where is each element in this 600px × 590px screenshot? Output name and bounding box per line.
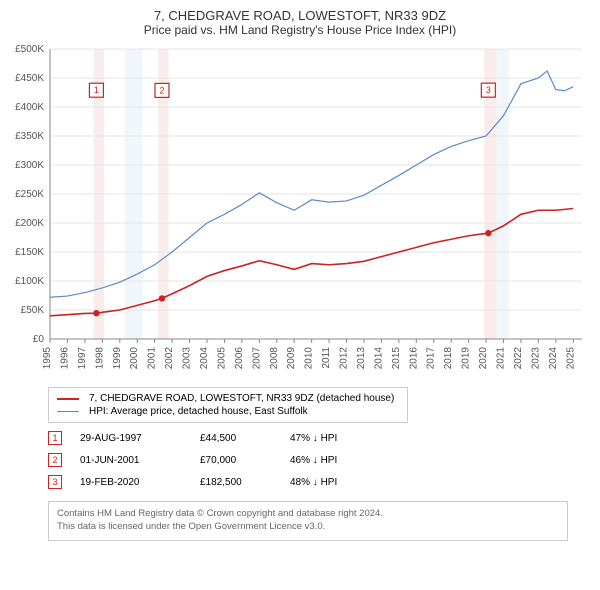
svg-text:1999: 1999 <box>112 347 123 370</box>
svg-text:2008: 2008 <box>269 347 280 370</box>
svg-text:2006: 2006 <box>234 347 245 370</box>
event-delta: 47% ↓ HPI <box>290 433 337 444</box>
event-price: £44,500 <box>200 433 290 444</box>
svg-text:2007: 2007 <box>251 347 262 370</box>
events-table: 1 29-AUG-1997£44,50047% ↓ HPI 2 01-JUN-2001… <box>48 427 592 493</box>
svg-text:2024: 2024 <box>548 347 559 370</box>
svg-text:2019: 2019 <box>461 347 472 370</box>
svg-text:£150K: £150K <box>15 247 44 258</box>
svg-text:2002: 2002 <box>164 347 175 370</box>
footer-line-2: This data is licensed under the Open Gov… <box>57 521 559 534</box>
svg-text:2020: 2020 <box>478 347 489 370</box>
event-marker: 1 <box>48 431 62 445</box>
footer-line-1: Contains HM Land Registry data © Crown c… <box>57 508 559 521</box>
legend-item: 7, CHEDGRAVE ROAD, LOWESTOFT, NR33 9DZ (… <box>57 392 399 405</box>
event-date: 01-JUN-2001 <box>80 455 200 466</box>
legend-item: HPI: Average price, detached house, East… <box>57 405 399 418</box>
svg-text:2011: 2011 <box>321 347 332 369</box>
legend-label: 7, CHEDGRAVE ROAD, LOWESTOFT, NR33 9DZ (… <box>89 393 394 404</box>
event-delta: 46% ↓ HPI <box>290 455 337 466</box>
svg-text:2012: 2012 <box>339 347 350 370</box>
event-marker: 3 <box>48 475 62 489</box>
legend-swatch <box>57 398 79 400</box>
svg-text:£250K: £250K <box>15 189 44 200</box>
svg-text:2025: 2025 <box>565 347 576 370</box>
price-chart: £0 £50K £100K £150K £200K £250K £300K £350K £400… <box>8 41 592 381</box>
svg-text:2: 2 <box>159 85 164 95</box>
svg-text:2004: 2004 <box>199 347 210 370</box>
event-row: 1 29-AUG-1997£44,50047% ↓ HPI <box>48 427 592 449</box>
legend-swatch <box>57 411 79 412</box>
svg-text:2018: 2018 <box>443 347 454 370</box>
page-subtitle: Price paid vs. HM Land Registry's House … <box>8 23 592 37</box>
svg-text:2010: 2010 <box>304 347 315 370</box>
attribution-footer: Contains HM Land Registry data © Crown c… <box>48 501 568 541</box>
svg-text:£100K: £100K <box>15 276 44 287</box>
svg-text:£350K: £350K <box>15 131 44 142</box>
event-date: 29-AUG-1997 <box>80 433 200 444</box>
svg-text:2003: 2003 <box>182 347 193 370</box>
svg-text:£450K: £450K <box>15 73 44 84</box>
event-price: £182,500 <box>200 477 290 488</box>
svg-text:2005: 2005 <box>216 347 227 370</box>
page-title: 7, CHEDGRAVE ROAD, LOWESTOFT, NR33 9DZ <box>8 8 592 23</box>
legend: 7, CHEDGRAVE ROAD, LOWESTOFT, NR33 9DZ (… <box>48 387 408 423</box>
event-delta: 48% ↓ HPI <box>290 477 337 488</box>
svg-text:2013: 2013 <box>356 347 367 370</box>
svg-text:1996: 1996 <box>59 347 70 370</box>
svg-text:2017: 2017 <box>426 347 437 370</box>
svg-text:2016: 2016 <box>408 347 419 370</box>
svg-text:£300K: £300K <box>15 160 44 171</box>
svg-text:£200K: £200K <box>15 218 44 229</box>
event-row: 3 19-FEB-2020£182,50048% ↓ HPI <box>48 471 592 493</box>
event-marker: 2 <box>48 453 62 467</box>
svg-text:£400K: £400K <box>15 102 44 113</box>
svg-text:1997: 1997 <box>77 347 88 370</box>
svg-text:2009: 2009 <box>286 347 297 370</box>
svg-text:2000: 2000 <box>129 347 140 370</box>
svg-text:£50K: £50K <box>21 305 45 316</box>
svg-text:2023: 2023 <box>530 347 541 370</box>
chart-container: £0 £50K £100K £150K £200K £250K £300K £350K £400… <box>8 41 592 381</box>
event-row: 2 01-JUN-2001£70,00046% ↓ HPI <box>48 449 592 471</box>
svg-text:£0: £0 <box>33 334 45 345</box>
svg-text:2022: 2022 <box>513 347 524 370</box>
svg-text:1995: 1995 <box>42 347 53 370</box>
event-price: £70,000 <box>200 455 290 466</box>
svg-text:1: 1 <box>94 85 99 95</box>
svg-text:2014: 2014 <box>373 347 384 370</box>
svg-text:3: 3 <box>486 85 491 95</box>
svg-text:2015: 2015 <box>391 347 402 370</box>
svg-text:£500K: £500K <box>15 44 44 55</box>
event-date: 19-FEB-2020 <box>80 477 200 488</box>
legend-label: HPI: Average price, detached house, East… <box>89 406 308 417</box>
svg-text:2021: 2021 <box>496 347 507 370</box>
svg-text:1998: 1998 <box>94 347 105 370</box>
svg-text:2001: 2001 <box>147 347 158 370</box>
